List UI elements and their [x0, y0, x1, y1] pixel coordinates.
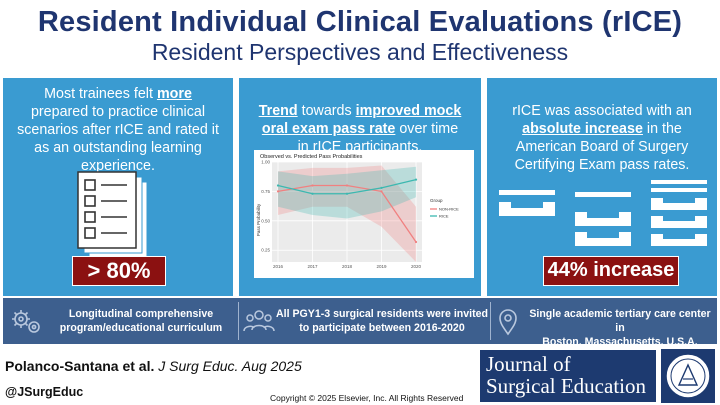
chart-ytick-label: 1.00 [261, 160, 270, 165]
journal-line1: Journal of [486, 352, 571, 376]
citation: Polanco-Santana et al. J Surg Educ. Aug … [5, 358, 302, 374]
info-participants-line2: to participate between 2016-2020 [299, 322, 465, 334]
location-pin-icon [499, 309, 517, 336]
checklist-icon [77, 171, 148, 259]
chart-point-rice [276, 184, 280, 187]
info-curriculum: Longitudinal comprehensive program/educa… [48, 307, 234, 335]
chart-point-non-rice [276, 190, 280, 193]
chart-legend-label: NON-RICE [439, 207, 459, 212]
gears-icon [12, 310, 40, 333]
copyright: Copyright © 2025 Elsevier, Inc. All Righ… [270, 393, 464, 403]
pass-probability-chart: Observed vs. Predicted Pass Probabilitie… [254, 150, 474, 278]
chart-point-rice [414, 178, 418, 181]
chart-point-non-rice [311, 184, 314, 187]
chart-ci-band-non-rice [278, 165, 416, 262]
page-subtitle: Resident Perspectives and Effectiveness [151, 39, 569, 65]
chart-point-non-rice [414, 240, 418, 244]
chart-point-non-rice [380, 190, 383, 193]
panel-left-line5: experience. [81, 158, 155, 174]
panel-middle-text: Trend towards improved mock oral exam pa… [239, 102, 481, 156]
panel-left-line3: scenarios after rICE and rated it [17, 122, 219, 138]
citation-authors: Polanco-Santana et al. [5, 358, 155, 374]
group-icon [243, 310, 275, 332]
chart-point-non-rice [345, 184, 349, 187]
journal-logo: Journal of Surgical Education [480, 350, 656, 402]
panel-right-emphasis: absolute increase [522, 121, 643, 137]
panel-middle-text-1: towards [297, 103, 356, 119]
panel-right-line2: in the [642, 121, 682, 137]
info-location-line2: Boston, Massachusetts, U.S.A. [542, 336, 698, 348]
chart-legend-title: Group [430, 198, 443, 203]
divider [238, 302, 239, 340]
panel-right-line1: rICE was associated with an [512, 103, 692, 119]
panel-left-line4: as an outstanding learning [34, 140, 202, 156]
panel-right-text: rICE was associated with an absolute inc… [487, 102, 717, 174]
chart-title: Observed vs. Predicted Pass Probabilitie… [260, 154, 363, 160]
info-curriculum-line2: program/educational curriculum [59, 322, 223, 334]
panel-left-emphasis: more [156, 86, 192, 102]
panel-left: Most trainees felt more prepared to prac… [3, 78, 233, 296]
apdse-seal-icon [661, 349, 715, 403]
inbox-trays-icon [499, 180, 707, 246]
citation-journal: J Surg Educ. Aug 2025 [154, 358, 302, 374]
panel-left-line1: Most trainees felt [44, 86, 157, 102]
panel-right-line4: Certifying Exam pass rates. [514, 157, 690, 173]
panel-right: rICE was associated with an absolute inc… [487, 78, 717, 296]
journal-line2: Surgical Education [486, 374, 646, 398]
chart-point-rice [311, 192, 314, 195]
chart-ytick-label: 0.25 [261, 248, 270, 253]
panel-right-line3: American Board of Surgery [515, 139, 689, 155]
info-participants: All PGY1-3 surgical residents were invit… [276, 307, 488, 335]
chart-xtick-label: 2018 [342, 264, 353, 269]
chart-ytick-label: 0.50 [261, 218, 270, 223]
info-location: Single academic tertiary care center in … [524, 307, 716, 349]
stat-badge-left: > 80% [72, 256, 166, 286]
chart-xtick-label: 2020 [411, 264, 422, 269]
page-title: Resident Individual Clinical Evaluations… [37, 6, 683, 38]
panel-left-text: Most trainees felt more prepared to prac… [3, 85, 233, 175]
chart-ylabel: Pass Probability [256, 203, 261, 236]
chart-xtick-label: 2017 [307, 264, 318, 269]
social-handle[interactable]: @JSurgEduc [5, 385, 84, 399]
panel-middle-emphasis-oral: oral exam pass rate [261, 121, 396, 137]
chart-point-rice [345, 192, 349, 195]
panel-left-line2: prepared to practice clinical [30, 104, 206, 120]
panel-middle-emphasis-improved: improved mock [355, 103, 462, 119]
chart-ci-band-rice [278, 166, 416, 219]
info-location-line1: Single academic tertiary care center in [529, 308, 711, 334]
chart-ytick-label: 0.75 [261, 189, 270, 194]
chart-point-rice [380, 186, 383, 189]
panel-middle-text-2: over time [395, 121, 459, 137]
chart-legend-label: RICE [439, 214, 449, 219]
info-curriculum-line1: Longitudinal comprehensive [68, 308, 214, 320]
info-bar [3, 298, 717, 344]
info-participants-line1: All PGY1-3 surgical residents were invit… [276, 308, 488, 320]
chart-xtick-label: 2016 [273, 264, 284, 269]
chart-xtick-label: 2019 [376, 264, 387, 269]
stat-badge-right: 44% increase [543, 256, 679, 286]
divider [490, 302, 491, 340]
panel-middle-emphasis-trend: Trend [258, 103, 298, 119]
panel-middle: Trend towards improved mock oral exam pa… [239, 78, 481, 296]
